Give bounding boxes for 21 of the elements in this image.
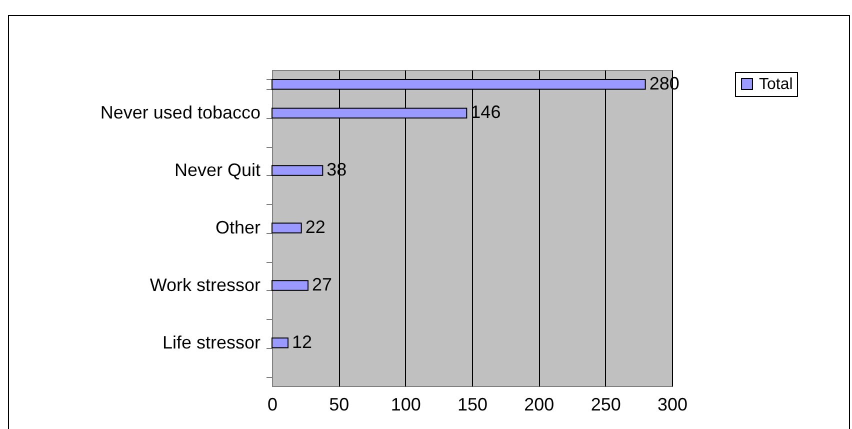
y-tick-label: Life stressor xyxy=(162,332,260,352)
data-label: 12 xyxy=(292,332,312,352)
y-tick-label: Never used tobacco xyxy=(100,102,260,123)
y-tick-label: Other xyxy=(215,218,260,238)
bar xyxy=(272,280,308,291)
x-tick-label: 100 xyxy=(390,394,421,414)
bar xyxy=(272,165,324,176)
bar xyxy=(272,338,288,348)
y-tick-label: Work stressor xyxy=(150,274,260,295)
data-label: 146 xyxy=(470,102,501,122)
x-tick-label: 50 xyxy=(329,394,350,414)
x-tick-label: 250 xyxy=(590,394,621,414)
x-tick-label: 300 xyxy=(657,394,688,414)
bar xyxy=(272,222,302,234)
x-tick-label: 0 xyxy=(267,394,278,414)
legend-label: Total xyxy=(759,76,793,93)
x-tick-label: 200 xyxy=(524,394,554,414)
data-label: 27 xyxy=(312,274,332,294)
y-tick-label: Never Quit xyxy=(174,160,260,180)
data-label: 22 xyxy=(305,217,326,237)
x-tick-label: 150 xyxy=(457,394,488,414)
